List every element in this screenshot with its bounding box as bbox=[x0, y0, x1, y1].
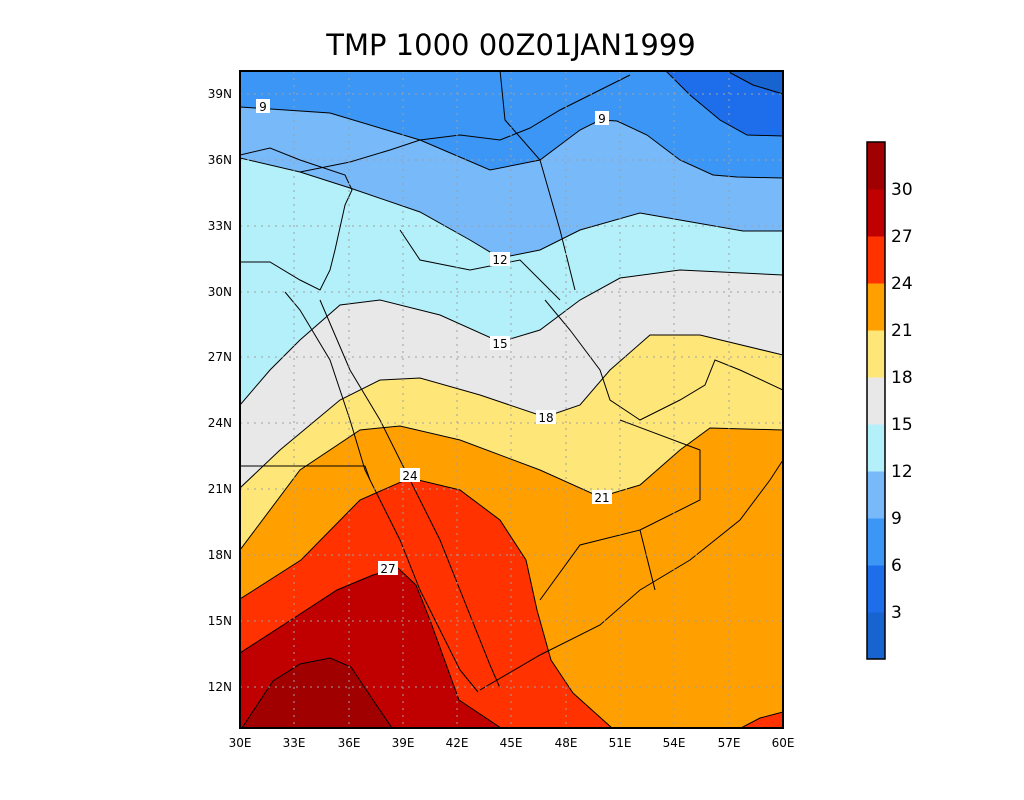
contour-label: 18 bbox=[538, 411, 553, 425]
colorbar-swatch bbox=[867, 330, 885, 378]
x-tick-label: 39E bbox=[392, 736, 415, 750]
x-tick-label: 33E bbox=[283, 736, 306, 750]
contour-labels: 9 9 12 15 18 21 24 27 bbox=[256, 99, 612, 576]
band-0-3 bbox=[727, 71, 783, 94]
x-tick-label: 42E bbox=[446, 736, 469, 750]
coastlines-borders bbox=[240, 71, 783, 693]
colorbar-label: 6 bbox=[891, 556, 902, 576]
contour-label: 24 bbox=[402, 469, 417, 483]
x-tick-label: 54E bbox=[663, 736, 686, 750]
band-30-plus bbox=[241, 658, 392, 728]
y-tick-label: 12N bbox=[208, 680, 232, 694]
colorbar-label: 30 bbox=[891, 180, 913, 200]
colorbar-label: 12 bbox=[891, 462, 913, 482]
colorbar-label: 18 bbox=[891, 368, 913, 388]
band-3-6 bbox=[666, 71, 783, 136]
y-tick-label: 24N bbox=[208, 416, 232, 430]
colorbar-label: 24 bbox=[891, 274, 913, 294]
x-tick-label: 57E bbox=[718, 736, 741, 750]
y-tick-label: 15N bbox=[208, 614, 232, 628]
colorbar-swatch bbox=[867, 424, 885, 472]
y-tick-label: 36N bbox=[208, 153, 232, 167]
plot-frame bbox=[239, 70, 784, 729]
contour-label: 21 bbox=[594, 491, 609, 505]
chart-title: TMP 1000 00Z01JAN1999 bbox=[325, 28, 696, 62]
colorbar-swatch bbox=[867, 471, 885, 519]
colorbar-label: 3 bbox=[891, 603, 902, 623]
colorbar-swatch bbox=[867, 565, 885, 613]
y-tick-label: 18N bbox=[208, 548, 232, 562]
colorbar-label: 9 bbox=[891, 509, 902, 529]
contour-label: 27 bbox=[380, 562, 395, 576]
x-tick-label: 30E bbox=[229, 736, 252, 750]
x-tick-label: 36E bbox=[338, 736, 361, 750]
y-tick-label: 33N bbox=[208, 219, 232, 233]
x-tick-label: 48E bbox=[555, 736, 578, 750]
colorbar-label: 27 bbox=[891, 227, 913, 247]
colorbar-swatch bbox=[867, 283, 885, 331]
colorbar-frame bbox=[866, 141, 886, 660]
colorbar-swatch bbox=[867, 236, 885, 284]
x-tick-label: 60E bbox=[772, 736, 795, 750]
colorbar-swatch bbox=[867, 189, 885, 237]
grid-lines bbox=[240, 71, 783, 728]
colorbar-swatch bbox=[867, 612, 885, 660]
x-tick-label: 45E bbox=[500, 736, 523, 750]
contour-label: 9 bbox=[259, 100, 267, 114]
y-axis: 39N 36N 33N 30N 27N 24N 21N 18N 15N 12N bbox=[208, 87, 232, 694]
band-24-27-east bbox=[741, 712, 783, 728]
colorbar-swatch bbox=[867, 518, 885, 566]
plot-area: 9 9 12 15 18 21 24 27 bbox=[240, 71, 783, 728]
colorbar: 3 6 9 12 15 18 21 24 27 30 bbox=[866, 141, 913, 660]
contour-label: 9 bbox=[598, 112, 606, 126]
y-tick-label: 21N bbox=[208, 482, 232, 496]
colorbar-swatch bbox=[867, 142, 885, 190]
contour-label: 12 bbox=[492, 253, 507, 267]
contour-label: 15 bbox=[492, 337, 507, 351]
y-tick-label: 30N bbox=[208, 285, 232, 299]
x-tick-label: 51E bbox=[609, 736, 632, 750]
colorbar-label: 21 bbox=[891, 321, 913, 341]
colorbar-label: 15 bbox=[891, 415, 913, 435]
x-axis: 30E 33E 36E 39E 42E 45E 48E 51E 54E 57E … bbox=[229, 736, 795, 750]
y-tick-label: 27N bbox=[208, 350, 232, 364]
colorbar-swatch bbox=[867, 377, 885, 425]
y-tick-label: 39N bbox=[208, 87, 232, 101]
